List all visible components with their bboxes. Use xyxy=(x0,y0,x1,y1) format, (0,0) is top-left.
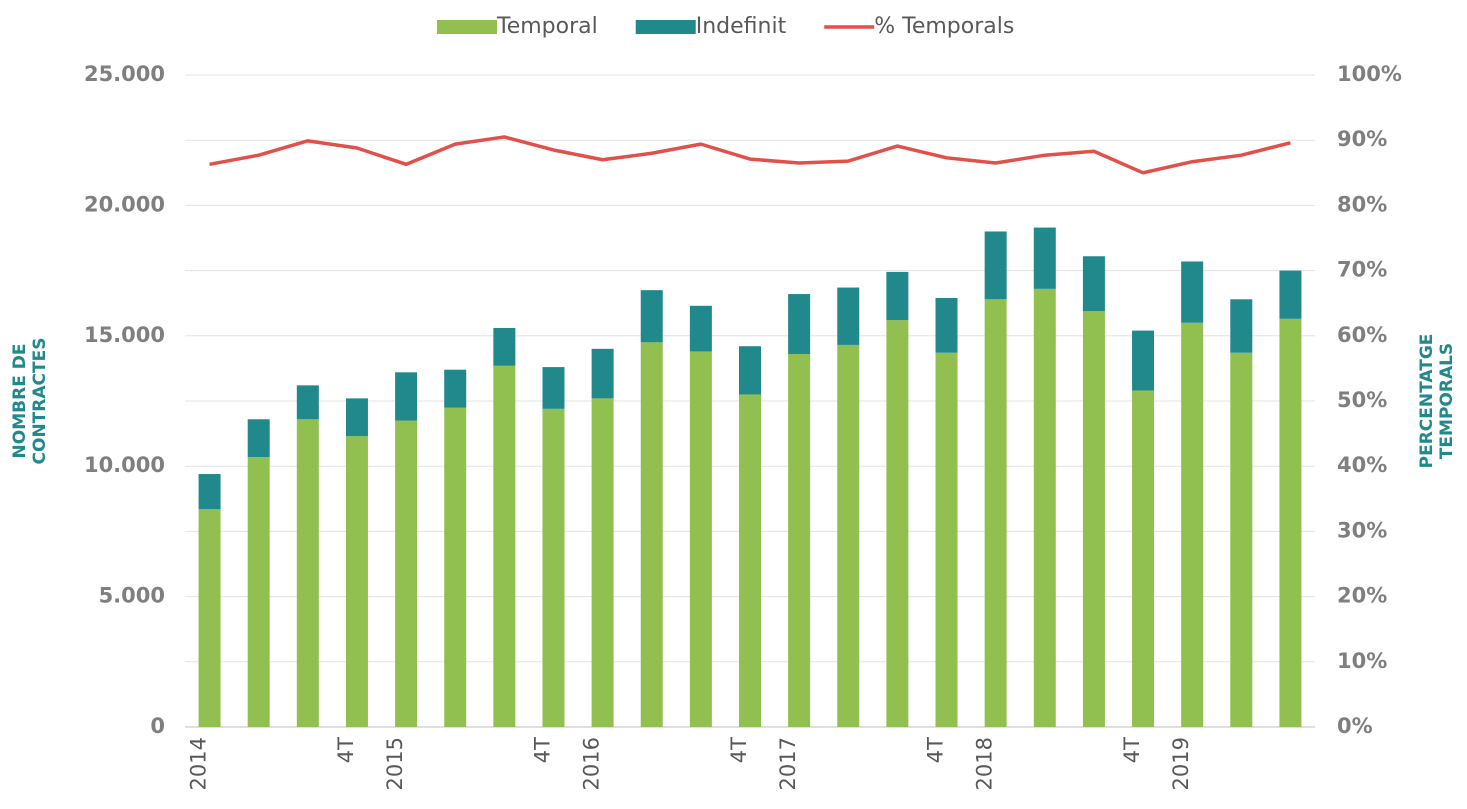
bar xyxy=(886,271,909,321)
y2-axis-title-line: PERCENTATGE xyxy=(1417,334,1437,469)
bar xyxy=(493,327,516,366)
x-tick-label: 2014 xyxy=(187,737,211,790)
y-axis-title-line: NOMBRE DE xyxy=(10,344,30,459)
bar xyxy=(444,407,467,727)
bar xyxy=(640,342,663,727)
bar xyxy=(493,365,516,727)
y2-tick-label: 70% xyxy=(1337,258,1387,282)
y2-tick-label: 40% xyxy=(1337,453,1387,477)
bar xyxy=(788,354,811,727)
bar xyxy=(739,394,761,727)
x-tick-label: 4T xyxy=(334,737,358,763)
x-tick-label: 2019 xyxy=(1169,737,1193,790)
x-tick-label: 4T xyxy=(1120,737,1144,763)
y-axis-title-line: CONTRACTES xyxy=(30,338,50,465)
bar xyxy=(1230,299,1253,353)
legend-swatch xyxy=(437,20,497,34)
bar xyxy=(1230,352,1253,727)
bar xyxy=(1132,330,1155,391)
bar xyxy=(247,419,270,458)
bar xyxy=(984,299,1007,727)
x-tick-label: 2017 xyxy=(776,737,800,790)
y-tick-label: 25.000 xyxy=(84,62,165,86)
bar xyxy=(886,320,909,727)
bar xyxy=(788,294,811,355)
bar xyxy=(1279,318,1302,727)
bar xyxy=(1181,261,1204,323)
bar xyxy=(198,474,221,510)
y2-tick-label: 100% xyxy=(1337,62,1402,86)
bar xyxy=(395,372,418,421)
bar xyxy=(935,297,958,353)
y2-tick-label: 0% xyxy=(1337,714,1373,738)
bar xyxy=(1181,322,1204,727)
y-axis-title: NOMBRE DECONTRACTES xyxy=(10,338,50,465)
bar xyxy=(984,231,1007,300)
legend-swatch xyxy=(635,20,696,34)
bar xyxy=(542,367,565,409)
bar xyxy=(1082,256,1105,312)
x-tick-label: 4T xyxy=(924,737,948,763)
y2-axis-title-line: TEMPORALS xyxy=(1437,343,1457,459)
bar xyxy=(591,348,614,399)
y2-tick-label: 80% xyxy=(1337,192,1387,216)
y2-tick-label: 50% xyxy=(1337,388,1387,412)
bar xyxy=(1033,288,1056,727)
x-tick-label: 4T xyxy=(727,737,751,763)
bar xyxy=(739,346,761,395)
x-tick-label: 2016 xyxy=(580,737,604,790)
y-tick-label: 5.000 xyxy=(99,584,165,608)
legend-item: Temporal xyxy=(437,14,598,39)
bar xyxy=(345,398,368,437)
legend-item: % Temporals xyxy=(824,14,1014,39)
bar xyxy=(345,436,368,727)
bar xyxy=(444,369,467,408)
x-tick-label: 2018 xyxy=(973,737,997,790)
legend-label: % Temporals xyxy=(874,14,1014,39)
bar xyxy=(542,408,565,727)
bar xyxy=(837,344,860,727)
y-tick-label: 20.000 xyxy=(84,192,165,216)
bar xyxy=(689,305,712,352)
y-tick-label: 15.000 xyxy=(84,323,165,347)
bar xyxy=(296,419,319,727)
bar xyxy=(1279,270,1302,319)
bar xyxy=(591,398,614,727)
y2-tick-label: 10% xyxy=(1337,649,1387,673)
bar xyxy=(395,420,418,727)
bar xyxy=(198,509,221,727)
y2-axis-title: PERCENTATGETEMPORALS xyxy=(1417,334,1457,469)
bar xyxy=(640,290,663,343)
line xyxy=(209,135,1291,175)
bar xyxy=(689,351,712,727)
bar xyxy=(247,457,270,727)
bar xyxy=(837,287,860,345)
y2-tick-label: 20% xyxy=(1337,584,1387,608)
legend-label: Temporal xyxy=(496,14,598,39)
bar xyxy=(1082,311,1105,727)
legend-item: Indefinit xyxy=(635,14,787,39)
bar xyxy=(1033,227,1056,289)
y2-tick-label: 90% xyxy=(1337,127,1387,151)
bar xyxy=(296,385,319,420)
bar xyxy=(1132,390,1155,727)
y-tick-label: 10.000 xyxy=(84,453,165,477)
bar xyxy=(935,352,958,727)
y2-tick-label: 60% xyxy=(1337,323,1387,347)
x-tick-label: 4T xyxy=(530,737,554,763)
y2-tick-label: 30% xyxy=(1337,518,1387,542)
y-tick-label: 0 xyxy=(150,714,165,738)
x-tick-label: 2015 xyxy=(383,737,407,790)
legend-label: Indefinit xyxy=(696,14,787,39)
